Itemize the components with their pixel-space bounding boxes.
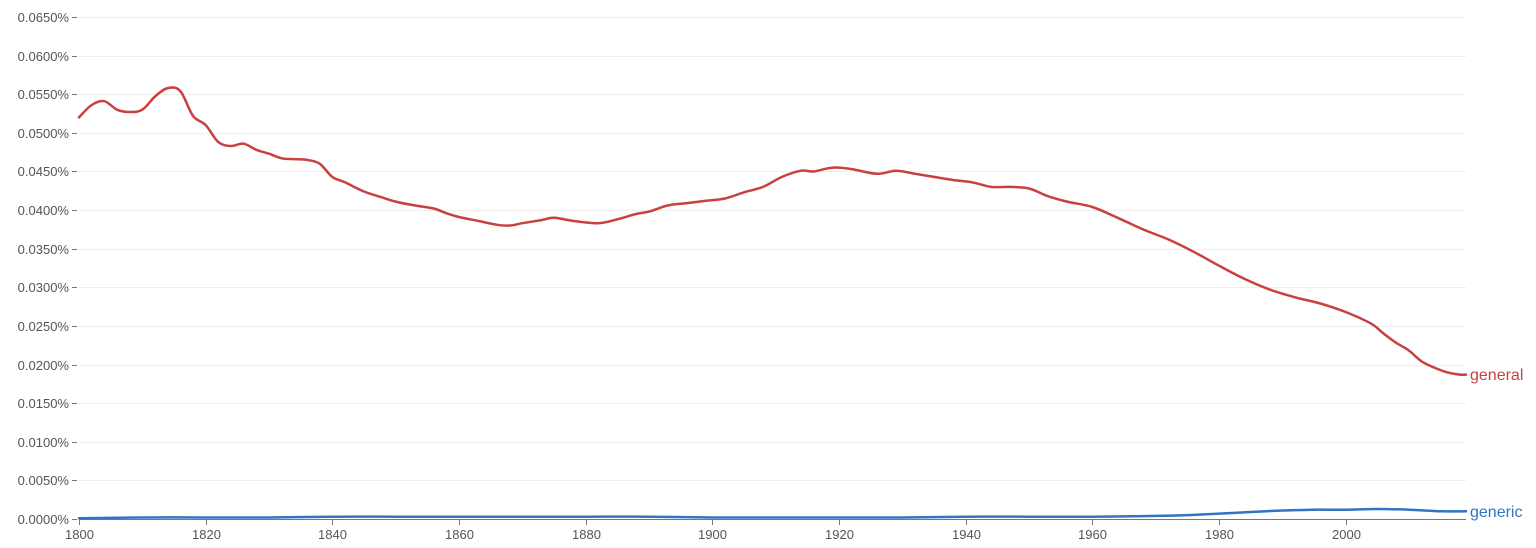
x-tick-label: 1920 <box>825 527 854 542</box>
y-tick-label: 0.0550% <box>18 87 70 102</box>
x-tick-label: 2000 <box>1332 527 1361 542</box>
series-label-generic: generic <box>1470 504 1522 521</box>
y-tick-label: 0.0000% <box>18 512 70 527</box>
series-label-general: general <box>1470 367 1523 384</box>
y-tick-label: 0.0300% <box>18 280 70 295</box>
x-tick-label: 1960 <box>1078 527 1107 542</box>
x-tick-label: 1840 <box>318 527 347 542</box>
series-layer <box>77 86 1468 520</box>
label-layer: general generic <box>1470 367 1523 521</box>
y-tick-label: 0.0250% <box>18 319 70 334</box>
y-tick-label: 0.0650% <box>18 10 70 25</box>
grid-layer <box>79 17 1466 481</box>
x-tick-label: 1880 <box>572 527 601 542</box>
y-tick-label: 0.0200% <box>18 358 70 373</box>
x-tick-label: 1800 <box>65 527 94 542</box>
y-tick-label: 0.0400% <box>18 203 70 218</box>
x-tick-label: 1900 <box>698 527 727 542</box>
x-tick-label: 1860 <box>445 527 474 542</box>
series-line-general <box>77 86 1468 377</box>
y-tick-label: 0.0450% <box>18 164 70 179</box>
y-tick-label: 0.0350% <box>18 242 70 257</box>
y-tick-label: 0.0150% <box>18 396 70 411</box>
axis-layer: 0.0000% 0.0050% 0.0100% 0.0150% 0.0200% 0.025… <box>18 10 1466 542</box>
y-tick-label: 0.0500% <box>18 126 70 141</box>
series-line-generic <box>77 507 1468 520</box>
x-tick-label: 1980 <box>1205 527 1234 542</box>
x-tick-label: 1940 <box>952 527 981 542</box>
y-tick-label: 0.0050% <box>18 473 70 488</box>
y-tick-label: 0.0100% <box>18 435 70 450</box>
y-tick-label: 0.0600% <box>18 49 70 64</box>
x-tick-label: 1820 <box>192 527 221 542</box>
